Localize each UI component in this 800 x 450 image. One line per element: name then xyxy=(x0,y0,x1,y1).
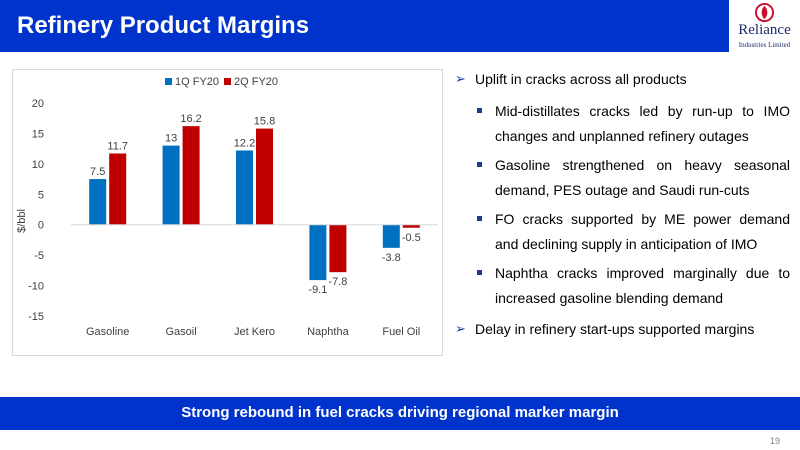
x-tick-label: Gasoil xyxy=(166,326,197,338)
square-bullet-icon xyxy=(477,216,482,221)
bar xyxy=(109,153,127,225)
bar xyxy=(402,224,420,228)
y-tick-label: 0 xyxy=(38,220,44,232)
sub-bullet: Naphtha cracks improved marginally due t… xyxy=(455,261,790,310)
data-label: 12.2 xyxy=(234,137,255,149)
arrow-bullet-icon: ➢ xyxy=(455,321,466,336)
bullet-list: ➢ Uplift in cracks across all products M… xyxy=(455,68,790,349)
bar xyxy=(256,128,273,225)
logo-subtitle: Industries Limited xyxy=(738,41,791,49)
legend-label: 1Q FY20 xyxy=(175,76,219,88)
square-bullet-icon xyxy=(477,108,482,113)
legend-label: 2Q FY20 xyxy=(234,76,278,88)
chart-legend: 1Q FY20 2Q FY20 xyxy=(165,76,278,88)
sub-bullet-text: Naphtha cracks improved marginally due t… xyxy=(495,265,790,306)
data-label: -9.1 xyxy=(308,284,327,296)
header-bar: Refinery Product Margins xyxy=(0,0,729,52)
y-tick-label: -5 xyxy=(34,250,44,262)
legend-swatch xyxy=(224,78,231,85)
data-label: -3.8 xyxy=(382,252,401,264)
bar xyxy=(89,179,107,225)
y-tick-label: -10 xyxy=(28,281,44,293)
bullet-main-text: Delay in refinery start-ups supported ma… xyxy=(475,321,755,337)
data-label: 11.7 xyxy=(107,141,128,153)
bar xyxy=(382,224,400,248)
y-tick-label: 10 xyxy=(32,159,44,171)
square-bullet-icon xyxy=(477,162,482,167)
reliance-logo-icon xyxy=(755,3,774,22)
sub-bullet-text: Gasoline strengthened on heavy seasonal … xyxy=(495,157,790,198)
chart-frame: 1Q FY20 2Q FY20 20 15 10 5 0 -5 -10 -15 Gasoline… xyxy=(12,69,443,356)
page-title: Refinery Product Margins xyxy=(17,12,310,39)
arrow-bullet-icon: ➢ xyxy=(455,71,466,86)
data-label: 13 xyxy=(165,133,177,145)
bullet-main: ➢ Uplift in cracks across all products xyxy=(455,68,790,90)
data-label: -0.5 xyxy=(402,232,421,244)
company-logo: Reliance Industries Limited xyxy=(729,0,800,52)
data-label: -7.8 xyxy=(328,276,347,288)
y-tick-label: 20 xyxy=(32,98,44,110)
y-tick-label: 5 xyxy=(38,189,44,201)
sub-bullet: Mid-distillates cracks led by run-up to … xyxy=(455,99,790,148)
bar xyxy=(309,224,327,281)
bar-chart: 1Q FY20 2Q FY20 20 15 10 5 0 -5 -10 -15 Gasoline… xyxy=(16,76,438,338)
y-tick-label: 15 xyxy=(32,128,44,140)
footer-banner: Strong rebound in fuel cracks driving re… xyxy=(0,397,800,430)
data-label: 7.5 xyxy=(90,166,105,178)
legend-swatch xyxy=(165,78,172,85)
x-axis-labels: Gasoline Gasoil Jet Kero Naphtha Fuel Oil xyxy=(86,326,420,338)
x-tick-label: Jet Kero xyxy=(234,326,275,338)
y-axis-ticks: 20 15 10 5 0 -5 -10 -15 xyxy=(28,98,44,323)
x-tick-label: Fuel Oil xyxy=(382,326,420,338)
x-tick-label: Gasoline xyxy=(86,326,129,338)
square-bullet-icon xyxy=(477,270,482,275)
bar xyxy=(236,150,253,225)
y-axis-label: $/bbl xyxy=(16,209,28,233)
sub-bullet-text: FO cracks supported by ME power demand a… xyxy=(495,211,790,252)
data-label: 16.2 xyxy=(180,113,201,125)
x-tick-label: Naphtha xyxy=(307,326,349,338)
bar xyxy=(182,126,200,225)
bullet-main-text: Uplift in cracks across all products xyxy=(475,71,687,87)
sub-bullet: Gasoline strengthened on heavy seasonal … xyxy=(455,153,790,202)
sub-bullet-text: Mid-distillates cracks led by run-up to … xyxy=(495,103,790,144)
bar xyxy=(162,145,180,225)
bar xyxy=(329,224,347,273)
chart-bars xyxy=(89,126,420,281)
logo-name: Reliance xyxy=(738,22,791,38)
bullet-main: ➢ Delay in refinery start-ups supported … xyxy=(455,318,790,340)
page-number: 19 xyxy=(770,436,781,446)
y-tick-label: -15 xyxy=(28,311,44,323)
footer-text: Strong rebound in fuel cracks driving re… xyxy=(181,404,619,421)
sub-bullet: FO cracks supported by ME power demand a… xyxy=(455,207,790,256)
data-label: 15.8 xyxy=(254,116,275,128)
